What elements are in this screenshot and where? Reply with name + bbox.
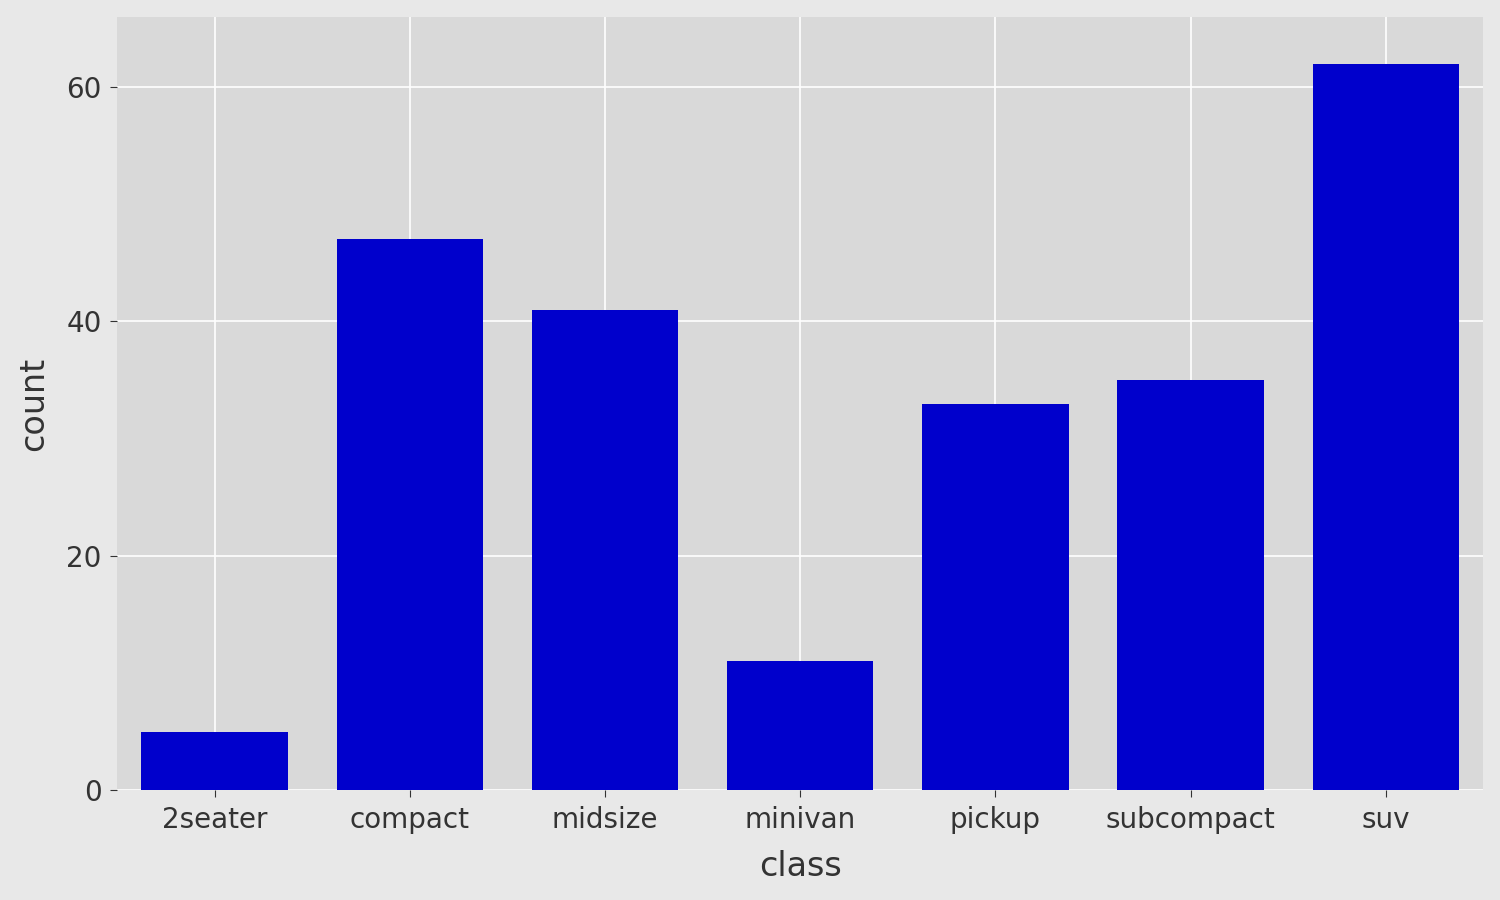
Bar bbox=[141, 732, 288, 790]
Bar bbox=[922, 403, 1068, 790]
Bar bbox=[532, 310, 678, 790]
Bar bbox=[728, 662, 873, 790]
Y-axis label: count: count bbox=[16, 356, 50, 451]
X-axis label: class: class bbox=[759, 850, 842, 883]
Bar bbox=[1118, 380, 1263, 790]
Bar bbox=[1312, 64, 1460, 790]
Bar bbox=[336, 239, 483, 790]
